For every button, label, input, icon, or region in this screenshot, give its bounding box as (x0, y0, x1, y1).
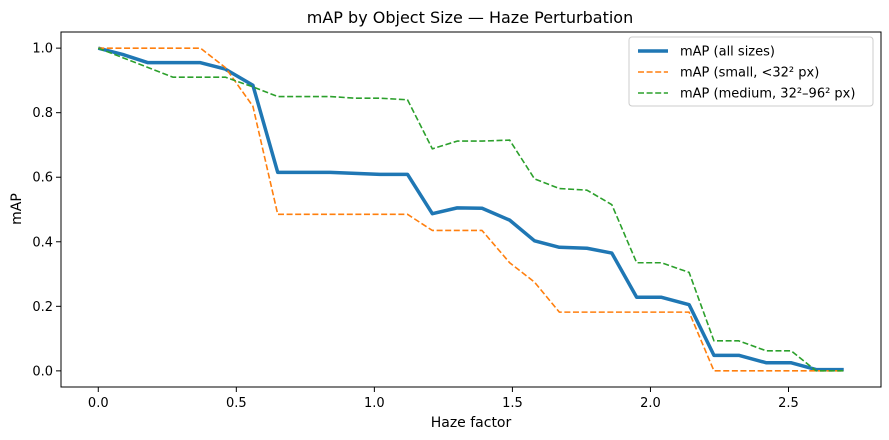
series-line-2 (98, 47, 844, 372)
x-axis: 0.0 0.5 1.0 1.5 2.0 2.5 (88, 387, 799, 411)
legend: mAP (all sizes) mAP (small, <32² px) mAP (… (628, 36, 874, 107)
y-tick-label: 0.4 (32, 235, 53, 250)
x-tick-label: 2.0 (640, 396, 661, 411)
x-tick-label: 1.5 (502, 396, 523, 411)
legend-label: mAP (all sizes) (680, 45, 775, 60)
series-line-3 (97, 47, 844, 372)
y-axis: 0.0 0.2 0.4 0.6 0.8 1.0 (32, 42, 61, 379)
chart-title: mAP by Object Size — Haze Perturbation (307, 8, 633, 27)
legend-label: mAP (medium, 32²–96² px) (680, 87, 855, 102)
y-tick-label: 1.0 (32, 42, 53, 57)
x-tick-label: 0.0 (88, 396, 109, 411)
legend-label: mAP (small, <32² px) (680, 66, 819, 81)
series-line-1 (97, 46, 844, 372)
x-axis-label: Haze factor (431, 415, 512, 431)
y-tick-label: 0.8 (32, 106, 53, 121)
y-tick-label: 0.0 (32, 364, 53, 379)
y-tick-label: 0.6 (32, 171, 53, 186)
y-tick-label: 0.2 (32, 300, 53, 315)
x-tick-label: 1.0 (364, 396, 385, 411)
plot-frame (60, 31, 882, 388)
y-axis-label: mAP (9, 193, 25, 225)
x-tick-label: 0.5 (226, 396, 247, 411)
x-tick-label: 2.5 (778, 396, 799, 411)
plot-area (97, 46, 844, 372)
legend-box (628, 36, 874, 107)
